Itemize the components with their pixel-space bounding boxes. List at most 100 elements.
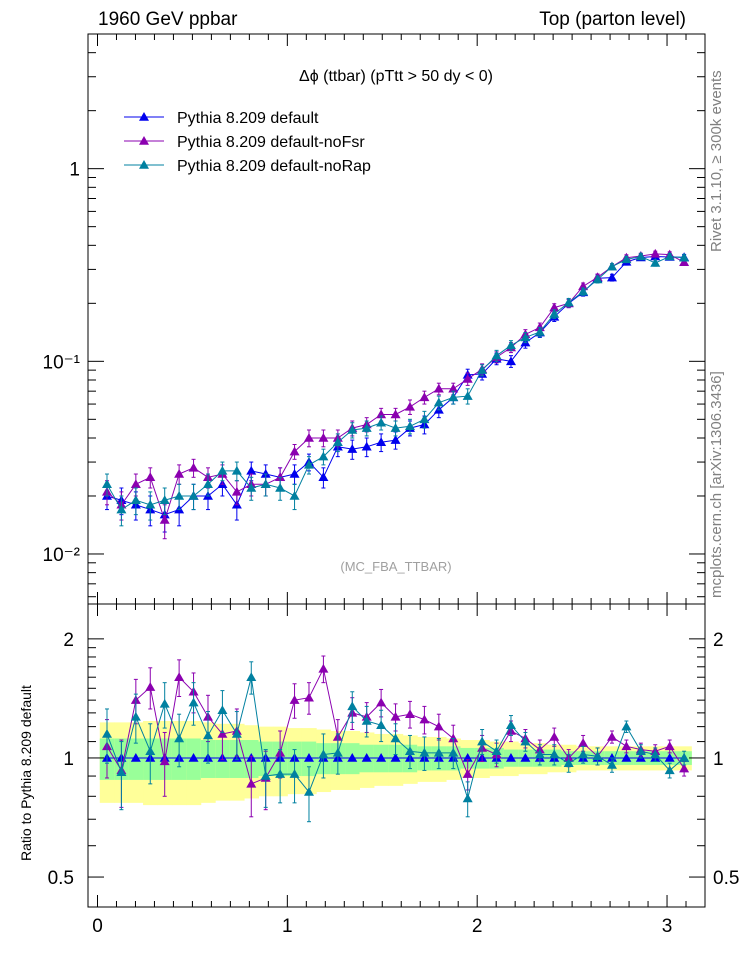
y-tick-label: 0.5 [48, 868, 74, 889]
main-series-1 [101, 248, 690, 540]
main-data-point [231, 465, 242, 475]
ratio-data-point [549, 749, 560, 759]
ratio-data-point [664, 765, 675, 775]
ratio-data-point [448, 747, 459, 757]
ratio-data-point [347, 701, 358, 711]
ratio-data-point [534, 749, 545, 759]
ratio-data-point [246, 778, 257, 788]
ratio-data-point [376, 752, 387, 762]
ratio-data-point [361, 715, 372, 725]
ratio-data-point [578, 749, 589, 759]
ratio-data-point [491, 746, 502, 755]
main-data-point [679, 257, 690, 266]
main-data-point [520, 332, 531, 342]
ratio-data-point [433, 747, 444, 757]
y-tick-label: 2 [63, 630, 74, 651]
ratio-data-point [433, 721, 444, 731]
main-data-point [433, 397, 444, 407]
main-data-point [130, 479, 141, 489]
ratio-data-point [260, 771, 271, 780]
ratio-data-point [404, 709, 415, 718]
ratio-data-point [664, 752, 675, 762]
ratio-data-point [289, 769, 300, 778]
main-series-0 [101, 251, 690, 533]
main-data-point [303, 432, 314, 442]
ratio-data-point [390, 711, 401, 721]
ratio-data-point [303, 752, 314, 762]
main-data-point [361, 441, 372, 451]
y-ticks-ratio: 0.5 0.5 1 1 2 2 [48, 630, 740, 889]
main-data-point [679, 252, 690, 262]
ratio-data-point [145, 682, 156, 691]
y-tick-label-right: 1 [713, 749, 724, 770]
ratio-data-point [664, 741, 675, 751]
y-tick-label-right: 2 [713, 630, 724, 651]
ratio-data-point [361, 752, 372, 762]
main-data-point [376, 417, 387, 427]
ratio-data-point [679, 763, 690, 773]
main-data-point [650, 248, 661, 258]
ratio-data-point [448, 733, 459, 743]
ratio-data-point [505, 752, 516, 762]
ratio-data-point [563, 758, 574, 767]
main-data-point [275, 472, 286, 482]
main-data-point [390, 435, 401, 444]
main-data-point [318, 472, 329, 482]
ratio-data-point [246, 672, 257, 681]
main-data-point [664, 251, 675, 261]
main-data-point [188, 462, 199, 472]
ratio-data-point [231, 728, 242, 738]
x-tick-label: 0 [92, 916, 103, 937]
main-data-point [101, 479, 112, 489]
main-data-point [332, 437, 343, 447]
main-data-point [231, 486, 242, 496]
main-data-point [390, 409, 401, 419]
main-data-point [246, 465, 257, 475]
ratio-data-point [332, 747, 343, 757]
ratio-data-point [635, 746, 646, 755]
main-data-point [635, 251, 646, 261]
main-data-point [303, 459, 314, 469]
ratio-data-point [202, 730, 213, 740]
x-ticks: 0 1 2 3 [92, 34, 706, 937]
legend-label: Pythia 8.209 default-noFsr [177, 134, 365, 151]
main-data-point [433, 383, 444, 393]
main-data-point [260, 479, 271, 489]
main-data-point [606, 261, 617, 271]
main-series-line [106, 253, 685, 522]
main-data-point [477, 365, 488, 374]
ratio-data-point [462, 793, 473, 803]
ratio-data-point [188, 697, 199, 707]
main-data-point [650, 257, 661, 267]
x-tick-label: 2 [472, 916, 483, 937]
main-data-point [390, 423, 401, 432]
ratio-data-point [188, 752, 199, 762]
ratio-data-point [116, 767, 127, 777]
ratio-data-point [679, 752, 690, 762]
main-data-point [404, 401, 415, 411]
ratio-data-point [303, 692, 314, 702]
main-data-point [318, 451, 329, 461]
main-data-point [145, 499, 156, 509]
ratio-data-point [462, 769, 473, 778]
ratio-data-point [505, 720, 516, 729]
main-data-point [549, 302, 560, 312]
main-data-point [606, 272, 617, 282]
main-data-point [376, 437, 387, 447]
legend-label: Pythia 8.209 default-noRap [177, 158, 371, 175]
process-label: Top (parton level) [539, 9, 686, 30]
ratio-data-point [606, 731, 617, 741]
main-data-point [592, 274, 603, 284]
main-data-point [174, 469, 185, 478]
x-tick-label: 3 [662, 916, 673, 937]
ratio-data-point [217, 705, 228, 715]
main-data-point [549, 309, 560, 318]
main-data-point [563, 297, 574, 307]
ratio-data-point [130, 752, 141, 762]
main-data-point [491, 350, 502, 360]
main-data-point [419, 414, 430, 424]
legend-label: Pythia 8.209 default [177, 110, 319, 127]
ratio-data-point [145, 746, 156, 755]
ratio-data-point [217, 728, 228, 738]
y-tick-label: 1 [63, 749, 74, 770]
